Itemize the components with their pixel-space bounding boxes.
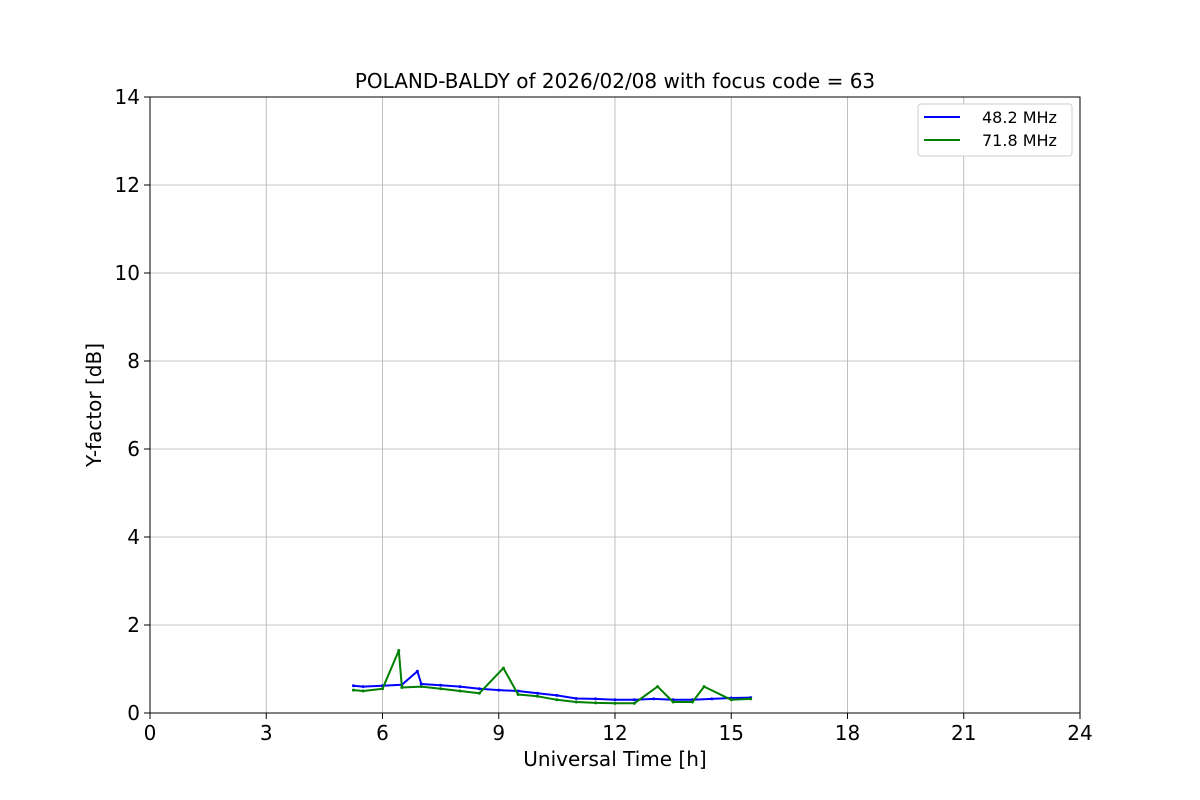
data-point-48-2-mhz xyxy=(351,684,355,688)
legend-label-71-mhz: 71.8 MHz xyxy=(982,131,1057,150)
data-point-71-8-mhz xyxy=(381,687,384,691)
data-point-71-8-mhz xyxy=(439,687,443,691)
data-point-71-8-mhz xyxy=(400,685,404,689)
data-point-71-8-mhz xyxy=(501,666,505,670)
data-point-48-2-mhz xyxy=(477,687,481,691)
data-point-71-8-mhz xyxy=(729,698,733,702)
y-axis-label: Y-factor [dB] xyxy=(82,343,106,468)
data-point-71-8-mhz xyxy=(749,697,753,701)
data-point-71-8-mhz xyxy=(613,701,617,705)
x-tick-label: 6 xyxy=(376,721,389,745)
data-point-48-2-mhz xyxy=(497,688,501,692)
y-tick-label: 12 xyxy=(115,173,140,197)
x-tick-label: 18 xyxy=(835,721,860,745)
data-point-48-2-mhz xyxy=(419,682,423,686)
y-tick-label: 0 xyxy=(127,701,140,725)
data-point-48-2-mhz xyxy=(632,698,636,702)
data-point-71-8-mhz xyxy=(574,700,578,704)
y-tick-label: 6 xyxy=(127,437,140,461)
data-point-71-8-mhz xyxy=(536,694,539,698)
data-point-48-2-mhz xyxy=(458,685,462,689)
legend: 48.2 MHz 71.8 MHz xyxy=(917,103,1073,157)
x-tick-label: 21 xyxy=(951,721,976,745)
data-point-48-2-mhz xyxy=(594,697,598,701)
data-point-71-8-mhz xyxy=(691,700,694,704)
x-tick-label: 9 xyxy=(492,721,505,745)
y-tick-label: 8 xyxy=(127,349,140,373)
y-tick-label: 4 xyxy=(127,525,140,549)
data-point-48-2-mhz xyxy=(361,685,365,689)
data-point-71-8-mhz xyxy=(361,689,365,693)
series-layer xyxy=(351,649,753,705)
data-point-48-2-mhz xyxy=(652,697,656,701)
data-point-71-8-mhz xyxy=(555,698,559,702)
data-point-71-8-mhz xyxy=(419,685,423,689)
x-tick-label: 24 xyxy=(1067,721,1092,745)
data-point-48-2-mhz xyxy=(439,683,443,687)
y-tick-label: 10 xyxy=(115,261,140,285)
x-tick-label: 3 xyxy=(260,721,273,745)
data-point-71-8-mhz xyxy=(656,685,660,689)
data-point-71-8-mhz xyxy=(477,691,481,695)
data-point-48-2-mhz xyxy=(613,698,617,702)
data-point-71-8-mhz xyxy=(671,700,675,704)
data-point-71-8-mhz xyxy=(702,685,706,689)
data-point-71-8-mhz xyxy=(632,701,636,705)
y-tick-label: 2 xyxy=(127,613,140,637)
data-point-71-8-mhz xyxy=(351,688,355,692)
legend-label-48-mhz: 48.2 MHz xyxy=(982,108,1057,127)
x-axis-label: Universal Time [h] xyxy=(523,747,706,771)
data-point-48-2-mhz xyxy=(555,693,559,697)
chart-title: POLAND-BALDY of 2026/02/08 with focus co… xyxy=(355,69,875,93)
data-point-48-2-mhz xyxy=(574,696,578,700)
data-point-48-2-mhz xyxy=(536,691,539,695)
data-point-71-8-mhz xyxy=(397,649,401,653)
y-tick-label: 14 xyxy=(115,85,140,109)
data-point-71-8-mhz xyxy=(516,693,520,697)
data-point-48-2-mhz xyxy=(710,697,714,701)
data-point-48-2-mhz xyxy=(415,669,419,673)
data-point-71-8-mhz xyxy=(458,689,462,693)
x-tick-label: 0 xyxy=(144,721,157,745)
x-tick-label: 15 xyxy=(719,721,744,745)
x-tick-label: 12 xyxy=(602,721,627,745)
data-point-71-8-mhz xyxy=(594,701,598,705)
